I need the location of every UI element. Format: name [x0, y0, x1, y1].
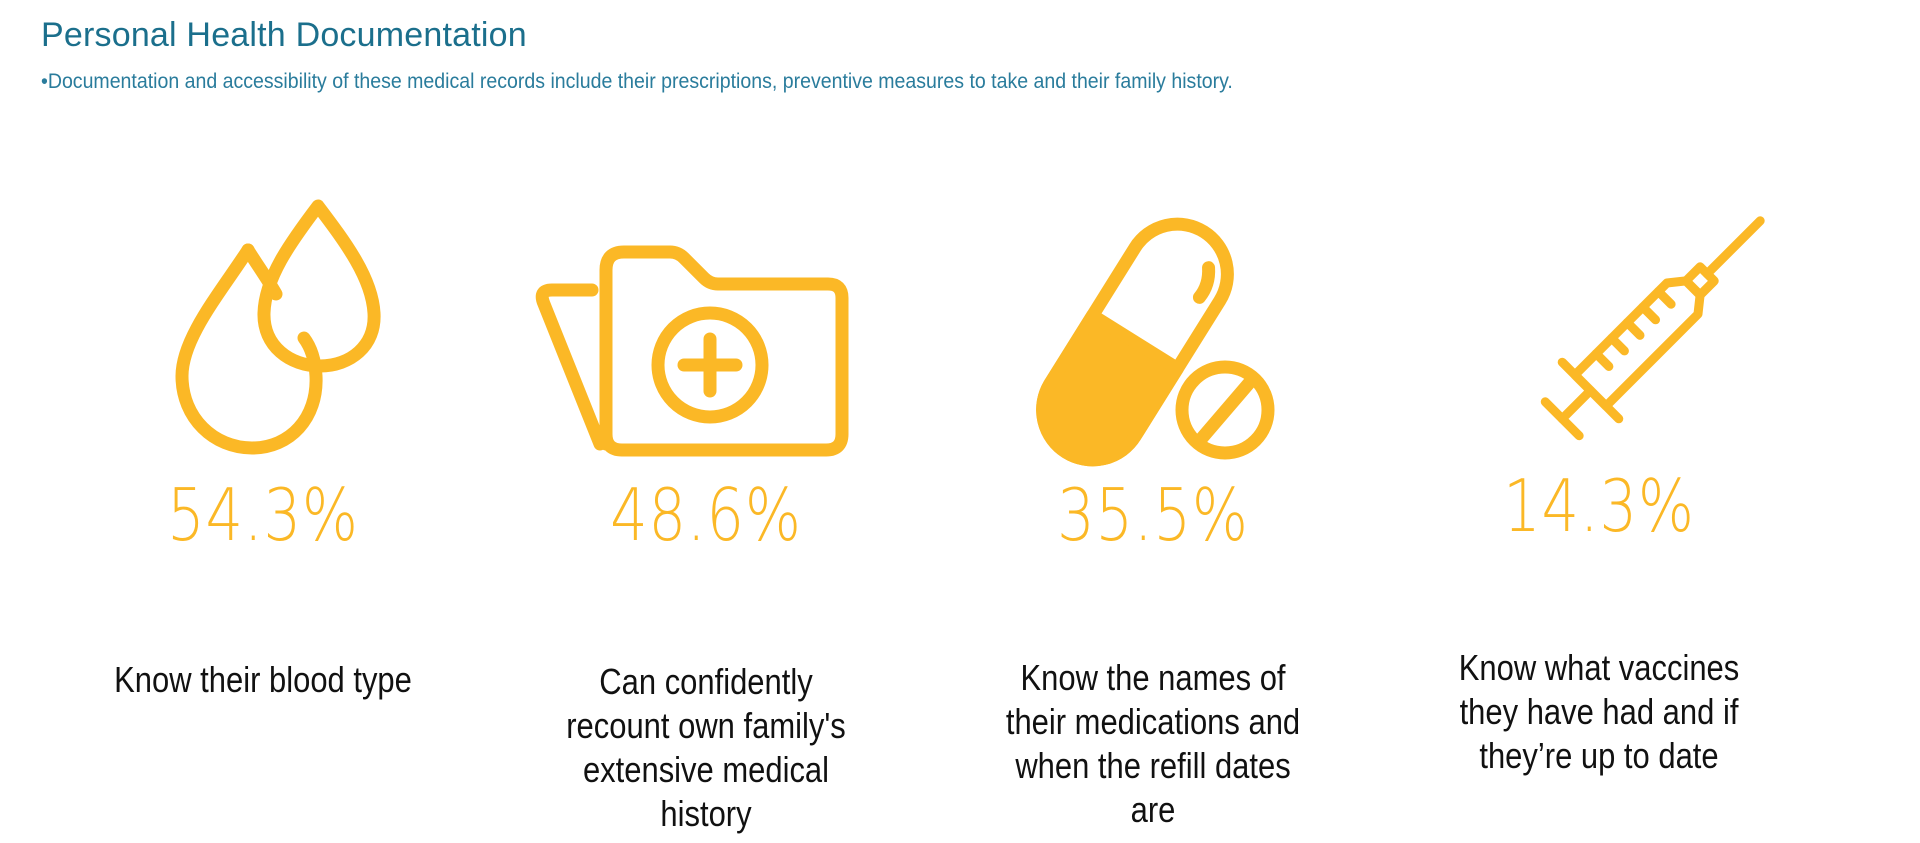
stat-label-medications: Know the names of their medications and …	[972, 656, 1333, 832]
stat-label-vaccines: Know what vaccines they have had and if …	[1418, 646, 1779, 778]
stat-label-blood-type: Know their blood type	[82, 658, 443, 702]
stat-label-line: their medications and	[1005, 701, 1301, 742]
stat-label-line: extensive medical	[582, 749, 830, 790]
medical-folder-icon	[532, 244, 852, 459]
blood-drops-icon	[170, 198, 390, 458]
stat-label-line: Know what vaccines	[1458, 647, 1740, 688]
syringe-icon	[1520, 216, 1765, 456]
stat-label-family-history: Can confidently recount own family's ext…	[525, 660, 886, 836]
stat-label-line: they’re up to date	[1479, 735, 1719, 776]
stat-label-line: when the refill dates	[1015, 745, 1291, 786]
stat-value-vaccines: 14.3%	[1503, 464, 1695, 548]
pill-capsule-icon	[1036, 214, 1280, 467]
stat-value-blood-type: 54.3%	[167, 473, 359, 557]
stat-label-line: Know the names of	[1020, 657, 1286, 698]
stat-value-family-history: 48.6%	[610, 473, 802, 557]
stat-value-medications: 35.5%	[1057, 473, 1249, 557]
stat-label-line: recount own family's	[566, 705, 846, 746]
page-title: Personal Health Documentation	[41, 16, 527, 54]
page-subtitle: •Documentation and accessibility of thes…	[41, 70, 1233, 93]
stat-label-line: they have had and if	[1459, 691, 1739, 732]
stat-label-line: are	[1130, 789, 1176, 830]
stat-label-line: history	[660, 793, 752, 834]
stat-label-line: Know their blood type	[114, 659, 412, 700]
stat-label-line: Can confidently	[599, 661, 813, 702]
